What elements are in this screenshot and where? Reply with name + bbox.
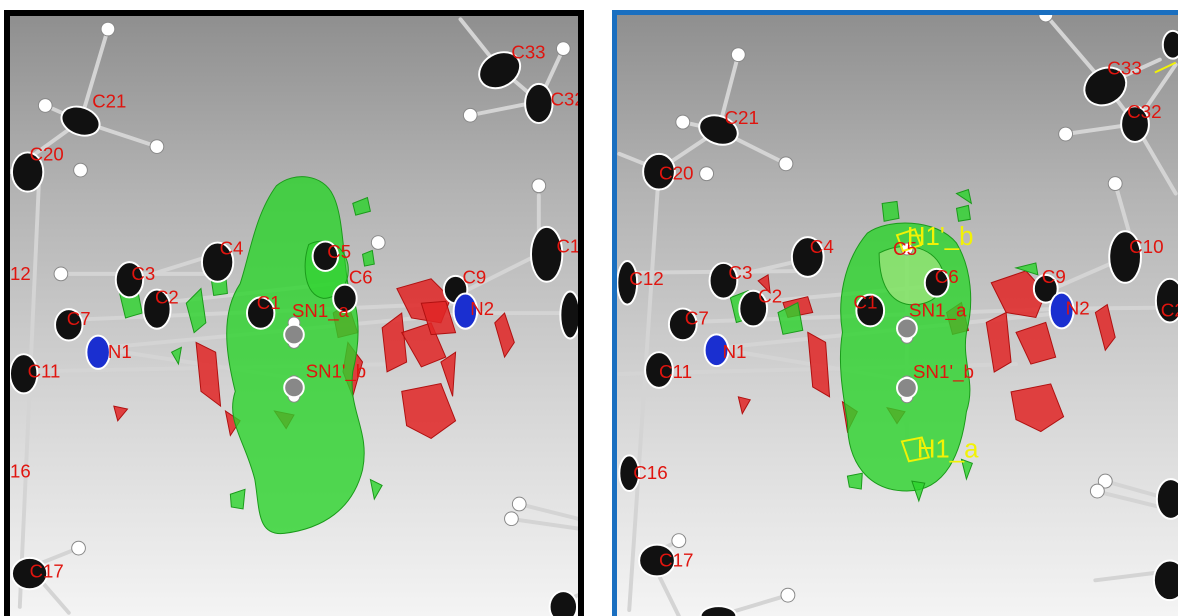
label-c2-r: C2	[758, 286, 782, 307]
label-c3: C3	[131, 263, 155, 284]
label-c7: C7	[67, 308, 91, 329]
label-sn1b-r: SN1'_b	[913, 361, 974, 383]
label-h1a: H1_a	[917, 435, 979, 463]
left-molecule-view: C33 C32 C21 C20 12 C3 C4 C5 C1 C6 C9 N2 …	[10, 17, 578, 616]
nitrogen-atoms-left	[85, 292, 479, 370]
label-c12: 12	[10, 263, 31, 284]
label-c7-r: C7	[685, 307, 709, 328]
right-molecule-view: C21 C33 C32 C20 C5 C10 C4 C12 C3 C6 C9 C…	[617, 15, 1178, 616]
atom-labels-right: C21 C33 C32 C20 C5 C10 C4 C12 C3 C6 C9 C…	[629, 58, 1178, 571]
label-c6: C6	[349, 267, 373, 288]
label-n1: N1	[108, 341, 132, 362]
label-n2: N2	[470, 298, 494, 319]
tin-atoms-right	[896, 317, 918, 399]
label-c11: C11	[28, 361, 61, 382]
label-c33: C33	[511, 41, 545, 62]
label-c3-r: C3	[728, 262, 752, 283]
label-c2-right-r: C2	[1161, 299, 1178, 320]
label-c11-r: C11	[659, 361, 692, 382]
label-c12-r: C12	[629, 268, 664, 289]
nitrogen-atoms-right	[703, 291, 1075, 368]
label-c5-r: C5	[893, 238, 917, 259]
carbon-atoms-right	[617, 29, 1178, 616]
label-h1b: H1'_b	[907, 223, 974, 251]
label-c4-r: C4	[810, 236, 834, 257]
label-n1-r: N1	[722, 341, 746, 362]
label-c32-r: C32	[1127, 101, 1162, 122]
label-c16-r: C16	[633, 462, 668, 483]
label-c20: C20	[30, 143, 64, 164]
label-n2-r: N2	[1066, 298, 1090, 319]
label-c20-r: C20	[659, 163, 694, 184]
label-c4: C4	[220, 237, 244, 258]
label-c9-r: C9	[1042, 266, 1066, 287]
label-c32: C32	[551, 88, 578, 109]
label-c33-r: C33	[1107, 58, 1142, 79]
positive-density-left	[119, 176, 383, 534]
right-density-map-panel: C21 C33 C32 C20 C5 C10 C4 C12 C3 C6 C9 C…	[612, 10, 1178, 616]
label-c21: C21	[92, 90, 126, 111]
atom-labels-left: C33 C32 C21 C20 12 C3 C4 C5 C1 C6 C9 N2 …	[10, 41, 578, 581]
hydride-markers-right	[895, 61, 1177, 463]
label-c16: 16	[10, 461, 31, 482]
label-c6-r: C6	[935, 266, 959, 287]
left-density-map-panel: C33 C32 C21 C20 12 C3 C4 C5 C1 C6 C9 N2 …	[4, 10, 584, 616]
label-c2: C2	[155, 286, 179, 307]
label-sn1-a: SN1_a	[292, 300, 350, 322]
label-c1: C1	[257, 292, 281, 313]
label-c5: C5	[327, 241, 351, 262]
label-c17-r: C17	[659, 549, 694, 570]
label-c10-r: C10	[1129, 236, 1164, 257]
label-sn1b: SN1'_b	[306, 361, 366, 383]
label-sn1-a-r: SN1_a	[909, 299, 967, 321]
label-c1-r: C1	[853, 292, 877, 313]
hydrogen-atoms-left	[37, 21, 571, 556]
label-c9: C9	[462, 267, 486, 288]
label-c21-r: C21	[724, 107, 759, 128]
label-c17: C17	[30, 560, 64, 581]
label-c1-right: C1	[556, 235, 578, 256]
tin-atoms-left	[283, 323, 305, 399]
